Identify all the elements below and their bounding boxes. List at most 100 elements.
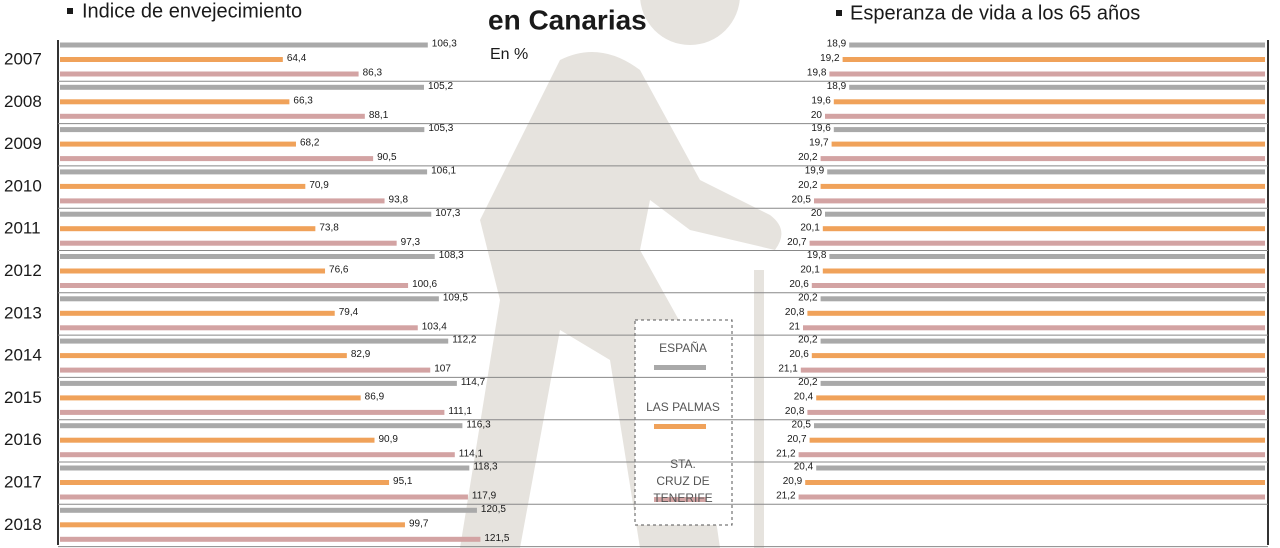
value-label: 95,1 xyxy=(393,476,413,487)
bar xyxy=(60,325,418,331)
legend-box xyxy=(634,319,733,526)
value-label: 107,3 xyxy=(435,208,460,219)
value-label: 120,5 xyxy=(481,504,506,515)
bar xyxy=(60,353,347,359)
value-label: 105,2 xyxy=(428,81,453,92)
bar xyxy=(829,71,1265,77)
bar xyxy=(820,296,1265,302)
bar xyxy=(849,42,1265,48)
bar xyxy=(825,211,1265,217)
y-tick-label: 2018 xyxy=(4,515,42,534)
bar xyxy=(60,42,428,48)
value-label: 19,6 xyxy=(811,95,831,106)
y-tick-label: 2014 xyxy=(4,346,42,365)
value-label: 21,2 xyxy=(776,448,796,459)
value-label: 107 xyxy=(434,364,451,375)
value-label: 20,5 xyxy=(792,195,812,206)
decoration xyxy=(460,0,782,548)
bar xyxy=(816,465,1265,471)
bar xyxy=(805,480,1265,485)
value-label: 100,6 xyxy=(412,279,437,290)
value-label: 82,9 xyxy=(351,349,371,360)
value-label: 99,7 xyxy=(409,518,429,529)
bar xyxy=(831,141,1265,147)
bar xyxy=(60,423,463,429)
value-label: 118,3 xyxy=(473,462,498,473)
bar xyxy=(60,254,435,259)
legend-swatch xyxy=(654,365,706,370)
title: en Canarias xyxy=(488,4,647,35)
value-label: 114,7 xyxy=(461,377,486,388)
value-label: 97,3 xyxy=(401,237,421,248)
value-label: 18,9 xyxy=(827,81,847,92)
legend-label: LAS PALMAS xyxy=(646,400,720,414)
y-tick-label: 2015 xyxy=(4,388,42,407)
value-label: 106,1 xyxy=(431,166,456,177)
bar xyxy=(60,507,477,513)
bar xyxy=(825,113,1265,119)
bar xyxy=(60,99,290,105)
chart-title: Esperanza de vida a los 65 años xyxy=(850,2,1140,24)
value-label: 20,1 xyxy=(800,265,820,276)
value-label: 20,6 xyxy=(789,279,809,290)
bar xyxy=(60,211,432,217)
bar xyxy=(827,169,1265,175)
value-label: 111,1 xyxy=(448,406,472,417)
y-tick-label: 2009 xyxy=(4,134,42,153)
value-label: 20,2 xyxy=(798,180,818,191)
value-label: 19,7 xyxy=(809,138,829,149)
bar xyxy=(60,395,361,401)
value-label: 21 xyxy=(789,321,801,332)
y-tick-label: 2017 xyxy=(4,472,42,491)
bar xyxy=(816,395,1265,401)
value-label: 112,2 xyxy=(452,335,477,346)
value-label: 19,8 xyxy=(807,68,827,79)
value-label: 20,2 xyxy=(798,377,818,388)
value-label: 105,3 xyxy=(428,123,453,134)
bar xyxy=(807,409,1265,415)
bar xyxy=(60,226,316,232)
legend-label: STA. CRUZ DE TENERIFE xyxy=(653,457,713,505)
bar xyxy=(849,84,1265,90)
bar xyxy=(807,310,1265,316)
bar xyxy=(60,536,481,542)
value-label: 20,4 xyxy=(794,462,814,473)
bar xyxy=(60,338,449,344)
bar xyxy=(820,183,1265,189)
value-label: 18,9 xyxy=(827,39,847,50)
value-label: 20,5 xyxy=(792,419,812,430)
y-tick-label: 2010 xyxy=(4,176,42,195)
value-label: 20,2 xyxy=(798,152,818,163)
bar xyxy=(822,268,1265,274)
value-label: 19,8 xyxy=(807,250,827,261)
value-label: 103,4 xyxy=(422,321,447,332)
value-label: 76,6 xyxy=(329,265,349,276)
bar xyxy=(809,240,1265,246)
bar xyxy=(60,156,374,162)
value-label: 93,8 xyxy=(389,195,409,206)
y-tick-label: 2013 xyxy=(4,303,42,322)
value-label: 64,4 xyxy=(287,53,307,64)
value-label: 20,8 xyxy=(785,307,805,318)
y-tick-label: 2012 xyxy=(4,261,42,280)
value-label: 21,1 xyxy=(778,364,798,375)
value-label: 20 xyxy=(811,208,823,219)
value-label: 20,2 xyxy=(798,335,818,346)
bar xyxy=(814,198,1265,204)
bar xyxy=(60,522,405,528)
value-label: 19,6 xyxy=(811,123,831,134)
value-label: 21,2 xyxy=(776,491,796,502)
bar xyxy=(820,338,1265,344)
bar xyxy=(60,127,425,133)
bar xyxy=(798,452,1265,458)
bar xyxy=(60,268,326,274)
bar xyxy=(60,71,359,77)
bar xyxy=(820,380,1265,386)
y-tick-label: 2016 xyxy=(4,430,42,449)
value-label: 86,3 xyxy=(363,68,383,79)
bar xyxy=(833,99,1265,105)
value-label: 79,4 xyxy=(339,307,359,318)
value-label: 20,6 xyxy=(789,349,809,360)
